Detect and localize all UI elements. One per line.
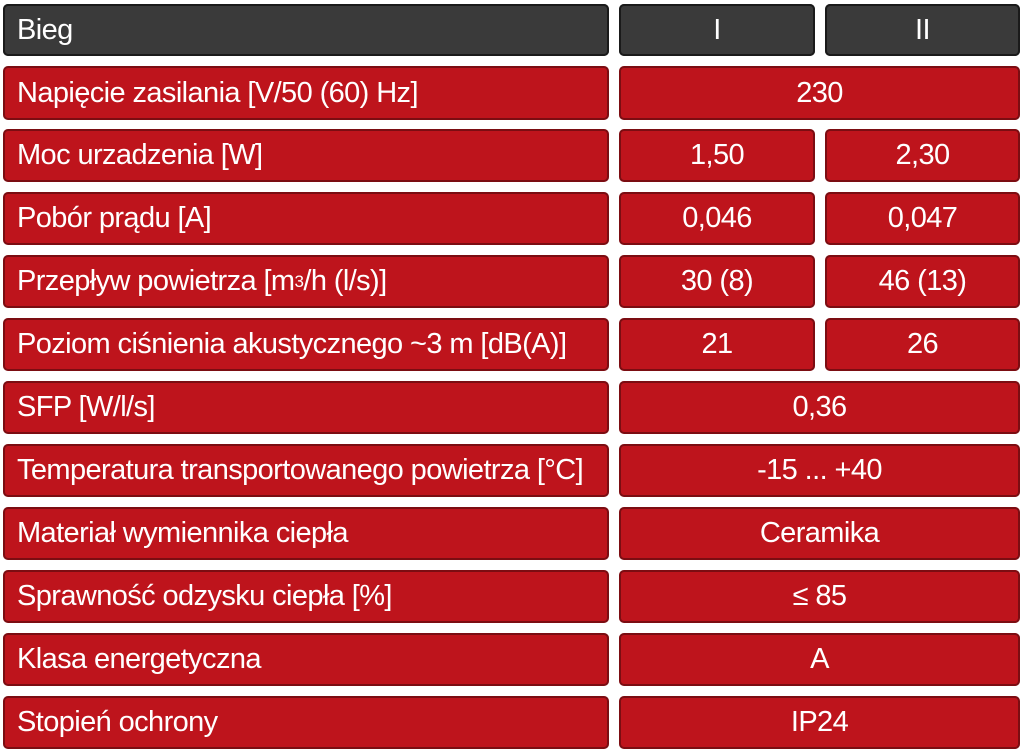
header-speed-2: II <box>825 4 1020 56</box>
row-label-protection: Stopień ochrony <box>3 696 609 749</box>
header-speed-1: I <box>619 4 815 56</box>
row-label-airflow: Przepływ powietrza [m 3/h (l/s)] <box>3 255 609 308</box>
row-label-energy-class: Klasa energetyczna <box>3 633 609 686</box>
row-value-voltage: 230 <box>619 66 1020 120</box>
row-value-temperature: -15 ... +40 <box>619 444 1020 497</box>
row-value-protection: IP24 <box>619 696 1020 749</box>
header-label: Bieg <box>3 4 609 56</box>
row-value-heat-recovery: ≤ 85 <box>619 570 1020 623</box>
row-value-noise-2: 26 <box>825 318 1020 371</box>
airflow-label-pre: Przepływ powietrza [m <box>17 265 295 297</box>
row-label-sfp: SFP [W/l/s] <box>3 381 609 434</box>
row-value-airflow-2: 46 (13) <box>825 255 1020 308</box>
row-label-power: Moc urzadzenia [W] <box>3 129 609 182</box>
row-value-current-2: 0,047 <box>825 192 1020 245</box>
row-value-power-2: 2,30 <box>825 129 1020 182</box>
row-value-current-1: 0,046 <box>619 192 815 245</box>
row-value-exchanger-material: Ceramika <box>619 507 1020 560</box>
row-label-noise: Poziom ciśnienia akustycznego ~3 m [dB(A… <box>3 318 609 371</box>
row-value-sfp: 0,36 <box>619 381 1020 434</box>
row-label-temperature: Temperatura transportowanego powietrza [… <box>3 444 609 497</box>
airflow-label-post: /h (l/s)] <box>303 265 387 297</box>
row-value-airflow-1: 30 (8) <box>619 255 815 308</box>
row-label-current: Pobór prądu [A] <box>3 192 609 245</box>
row-value-energy-class: A <box>619 633 1020 686</box>
row-label-voltage: Napięcie zasilania [V/50 (60) Hz] <box>3 66 609 120</box>
row-value-noise-1: 21 <box>619 318 815 371</box>
row-value-power-1: 1,50 <box>619 129 815 182</box>
row-label-heat-recovery: Sprawność odzysku ciepła [%] <box>3 570 609 623</box>
row-label-exchanger-material: Materiał wymiennika ciepła <box>3 507 609 560</box>
